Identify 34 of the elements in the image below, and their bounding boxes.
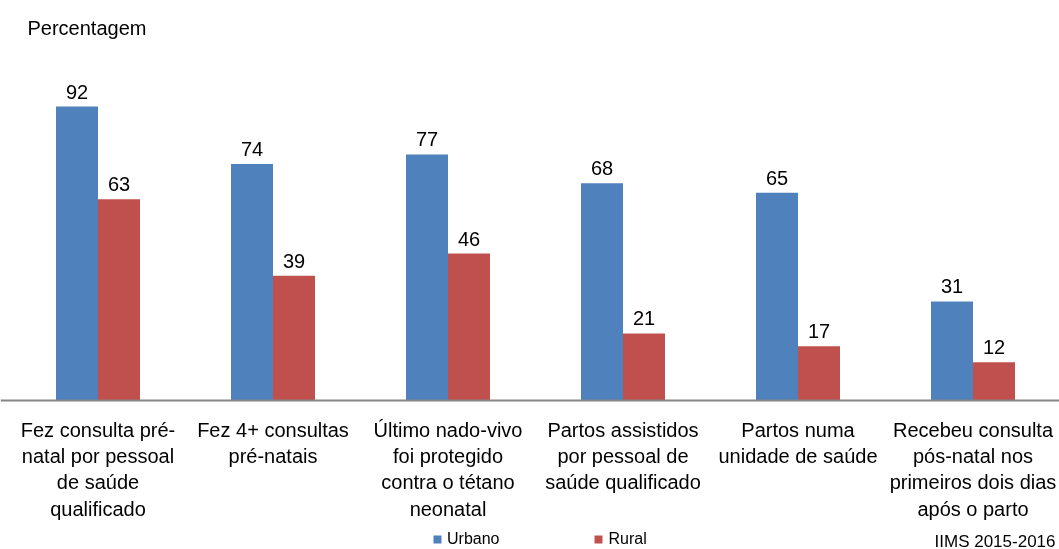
legend-label: Rural: [608, 530, 647, 548]
bar: [931, 301, 973, 401]
bar: [56, 106, 98, 401]
x-tick-label: Fez consulta pré-natal por pessoal de saúde qualificado: [20, 418, 176, 520]
data-label: 92: [65, 80, 89, 103]
data-label: 39: [282, 249, 306, 272]
bar: [231, 164, 273, 401]
data-label: 17: [807, 320, 831, 343]
data-label: 12: [982, 336, 1006, 359]
x-tick-label: Recebeu consulta pós-natal nos primeiros dois dias após o parto: [889, 418, 1057, 520]
x-tick-label: Fez 4+ consultas pré-natais: [197, 418, 349, 467]
data-label: 21: [632, 307, 656, 330]
bar: [273, 275, 315, 401]
data-label: 63: [107, 173, 131, 196]
bar: [623, 333, 665, 401]
x-tick-label: Partos numa unidade de saúde: [718, 418, 878, 467]
bar: [581, 183, 623, 401]
data-label: 74: [240, 138, 264, 161]
bar: [406, 154, 448, 401]
bar: [98, 199, 140, 401]
bar: [798, 346, 840, 401]
data-label: 77: [415, 128, 439, 151]
x-tick-label: Último nado-vivo foi protegido contra o tétano neonatal: [373, 418, 523, 520]
x-tick-label: Partos assistidos por pessoal de saúde qualificado: [545, 418, 701, 494]
bar: [756, 192, 798, 401]
data-label: 46: [457, 227, 481, 250]
y-axis-title: Percentagem: [27, 16, 147, 39]
bar: [448, 253, 490, 401]
data-label: 68: [590, 157, 614, 180]
data-label: 65: [765, 166, 789, 189]
bar: [973, 362, 1015, 401]
text: IIMS 2015-2016: [934, 532, 1056, 549]
data-label: 31: [940, 275, 964, 298]
legend-label: Urbano: [447, 530, 500, 548]
